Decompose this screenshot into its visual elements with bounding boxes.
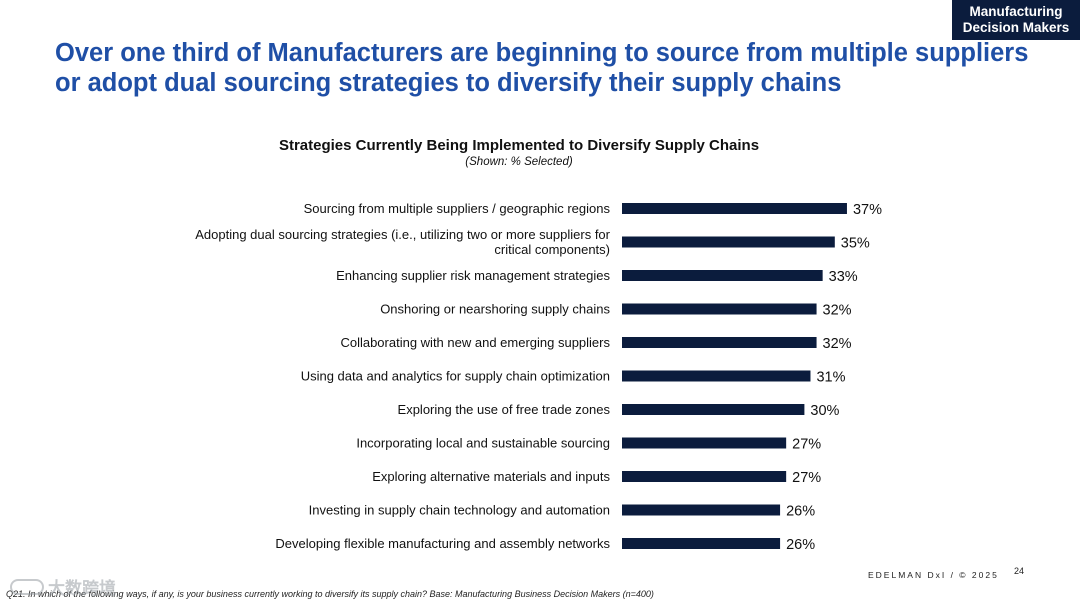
category-label-11: Developing flexible manufacturing and as… bbox=[275, 536, 610, 551]
badge-line-2: Decision Makers bbox=[962, 20, 1070, 35]
chart-title: Strategies Currently Being Implemented t… bbox=[278, 137, 760, 154]
bar-3 bbox=[622, 270, 823, 281]
watermark-text: 大数跨境 bbox=[48, 579, 116, 598]
slide-headline: Over one third of Manufacturers are begi… bbox=[55, 39, 1029, 97]
bar-4 bbox=[622, 303, 817, 315]
category-label-2: Adopting dual sourcing strategies (i.e.,… bbox=[195, 227, 610, 257]
watermark: 大数跨境 bbox=[10, 574, 116, 599]
bar-2 bbox=[622, 236, 835, 248]
category-label-line: critical components) bbox=[494, 242, 610, 257]
category-label-5: Collaborating with new and emerging supp… bbox=[340, 335, 610, 350]
bar-6 bbox=[622, 370, 811, 382]
data-label-10: 26% bbox=[786, 504, 815, 520]
data-label-7: 30% bbox=[810, 403, 839, 419]
category-label-9: Exploring alternative materials and inpu… bbox=[372, 469, 610, 484]
data-label-11: 26% bbox=[786, 537, 815, 553]
category-label-8: Incorporating local and sustainable sour… bbox=[356, 436, 610, 451]
category-label-6: Using data and analytics for supply chai… bbox=[301, 369, 610, 384]
badge-line-1: Manufacturing bbox=[969, 4, 1063, 19]
category-label-3: Enhancing supplier risk management strat… bbox=[336, 268, 610, 283]
data-label-2: 35% bbox=[841, 236, 870, 252]
category-label-line: Investing in supply chain technology and… bbox=[309, 503, 610, 518]
bar-1 bbox=[622, 203, 847, 214]
data-label-9: 27% bbox=[792, 470, 821, 486]
footer-brand: EDELMAN DxI / © 2025 bbox=[868, 570, 999, 580]
category-label-line: Onshoring or nearshoring supply chains bbox=[380, 302, 610, 317]
bar-7 bbox=[622, 404, 805, 415]
chart-subtitle: (Shown: % Selected) bbox=[465, 156, 573, 168]
category-label-1: Sourcing from multiple suppliers / geogr… bbox=[304, 201, 611, 216]
bar-9 bbox=[622, 471, 787, 482]
data-label-3: 33% bbox=[829, 269, 858, 285]
data-label-4: 32% bbox=[823, 303, 852, 319]
category-label-line: Exploring alternative materials and inpu… bbox=[372, 469, 610, 484]
category-label-line: Incorporating local and sustainable sour… bbox=[356, 436, 610, 451]
data-label-5: 32% bbox=[823, 336, 852, 352]
category-label-line: Collaborating with new and emerging supp… bbox=[340, 335, 610, 350]
audience-badge: Manufacturing Decision Makers bbox=[952, 0, 1080, 40]
data-label-1: 37% bbox=[853, 202, 882, 218]
bar-5 bbox=[622, 337, 817, 348]
category-label-4: Onshoring or nearshoring supply chains bbox=[380, 302, 610, 317]
data-label-8: 27% bbox=[792, 437, 821, 453]
page-number: 24 bbox=[1014, 566, 1025, 576]
bar-10 bbox=[622, 504, 781, 516]
category-label-line: Enhancing supplier risk management strat… bbox=[336, 268, 610, 283]
category-label-7: Exploring the use of free trade zones bbox=[398, 402, 611, 417]
category-label-line: Adopting dual sourcing strategies (i.e.,… bbox=[195, 227, 610, 242]
category-label-line: Exploring the use of free trade zones bbox=[398, 402, 611, 417]
category-label-line: Sourcing from multiple suppliers / geogr… bbox=[304, 201, 611, 216]
bar-8 bbox=[622, 437, 787, 449]
category-label-line: Developing flexible manufacturing and as… bbox=[275, 536, 610, 551]
footnote: Q21. In which of the following ways, if … bbox=[6, 589, 654, 599]
category-label-line: Using data and analytics for supply chai… bbox=[301, 369, 610, 384]
bar-11 bbox=[622, 538, 781, 549]
category-label-10: Investing in supply chain technology and… bbox=[309, 503, 610, 518]
watermark-logo-icon bbox=[10, 578, 44, 595]
data-label-6: 31% bbox=[816, 370, 845, 386]
